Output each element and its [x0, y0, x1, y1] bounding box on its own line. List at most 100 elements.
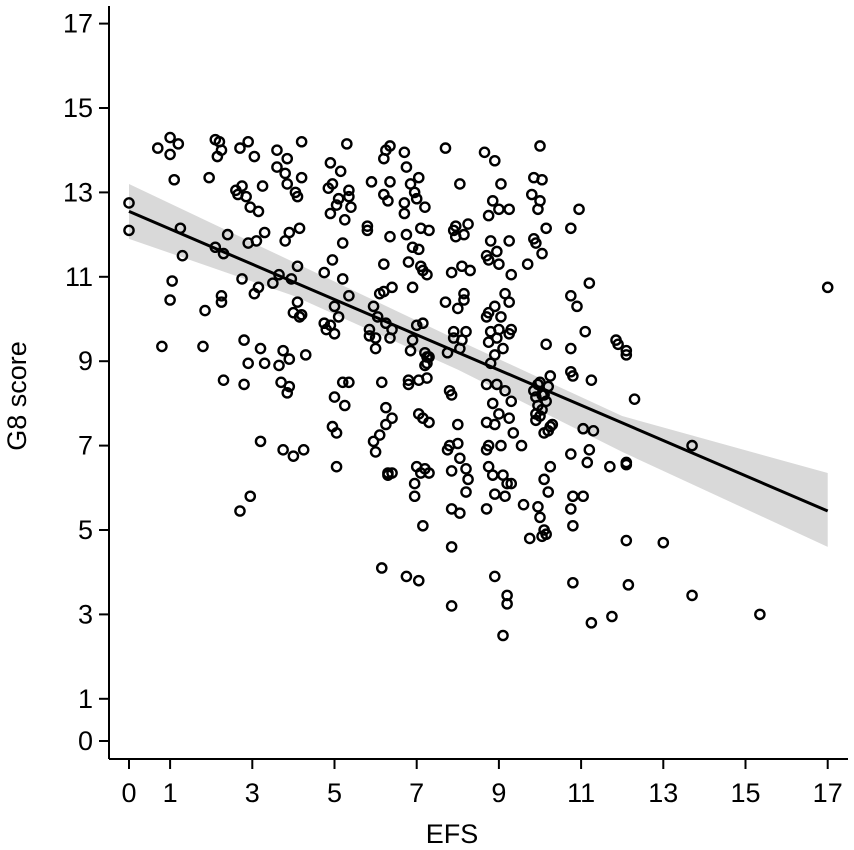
- data-point: [299, 349, 312, 361]
- data-point: [258, 357, 271, 370]
- data-point: [402, 378, 415, 391]
- data-point: [484, 235, 497, 247]
- data-point: [197, 340, 209, 353]
- data-point: [123, 224, 135, 237]
- data-point: [240, 190, 252, 203]
- data-point: [328, 327, 341, 340]
- data-point: [248, 150, 261, 163]
- data-point: [447, 325, 460, 338]
- x-tick-label: 15: [730, 778, 760, 808]
- data-point: [336, 273, 349, 285]
- data-point: [271, 161, 283, 173]
- data-point: [384, 230, 396, 243]
- data-point: [336, 237, 349, 249]
- data-point: [254, 342, 267, 355]
- data-point: [151, 142, 164, 154]
- data-point: [497, 342, 509, 355]
- data-point: [573, 203, 585, 216]
- data-point: [423, 224, 435, 237]
- data-point: [497, 629, 509, 642]
- data-point: [398, 197, 411, 209]
- data-point: [493, 203, 505, 216]
- data-point: [236, 273, 248, 285]
- data-point: [363, 323, 376, 336]
- data-point: [234, 142, 246, 154]
- data-point: [386, 467, 398, 479]
- data-point: [404, 344, 417, 357]
- data-point: [332, 192, 345, 205]
- data-point: [534, 410, 546, 422]
- data-point: [406, 241, 419, 254]
- data-point: [369, 342, 382, 355]
- data-point: [254, 435, 267, 448]
- data-point: [361, 224, 374, 237]
- x-tick-label: 13: [648, 778, 678, 808]
- data-point: [439, 296, 452, 308]
- data-point: [343, 376, 355, 389]
- data-point: [532, 500, 544, 513]
- data-point: [571, 300, 583, 313]
- data-point: [156, 340, 168, 353]
- data-point: [328, 300, 341, 313]
- data-point: [408, 477, 421, 490]
- data-point: [585, 617, 598, 629]
- data-point: [400, 228, 413, 241]
- data-point: [495, 439, 507, 452]
- data-point: [326, 254, 339, 266]
- data-point: [293, 311, 306, 323]
- data-point: [328, 391, 341, 403]
- data-point: [267, 277, 279, 289]
- data-point: [238, 378, 250, 391]
- data-point: [417, 317, 429, 330]
- data-point: [236, 180, 248, 192]
- data-point: [460, 325, 472, 338]
- data-point: [361, 220, 374, 232]
- data-point: [620, 534, 633, 547]
- data-point: [445, 600, 458, 612]
- y-tick-label: 9: [78, 346, 93, 376]
- data-point: [215, 296, 228, 308]
- data-point: [375, 562, 388, 574]
- data-point: [458, 294, 470, 306]
- x-axis-title: EFS: [426, 819, 479, 849]
- ci-band-layer: [129, 183, 828, 547]
- data-point: [215, 289, 228, 302]
- data-point: [486, 469, 499, 481]
- data-point: [604, 460, 616, 473]
- data-point: [503, 296, 515, 308]
- data-point: [620, 458, 633, 471]
- data-point: [488, 570, 501, 583]
- data-point: [234, 505, 246, 517]
- data-point: [534, 140, 546, 152]
- data-point: [462, 473, 474, 486]
- data-point: [585, 374, 598, 386]
- data-point: [291, 296, 304, 308]
- data-point: [495, 311, 507, 323]
- data-point: [544, 420, 557, 433]
- data-point: [281, 152, 294, 165]
- y-tick-label: 15: [63, 93, 93, 123]
- data-point: [423, 416, 435, 429]
- data-point: [330, 199, 343, 211]
- data-point: [488, 154, 501, 167]
- data-point: [488, 418, 501, 431]
- data-point: [439, 142, 452, 154]
- data-point: [480, 503, 493, 515]
- data-point: [451, 437, 464, 450]
- data-point: [501, 589, 513, 602]
- data-point: [273, 359, 285, 372]
- data-point: [281, 178, 294, 190]
- data-point: [821, 281, 834, 294]
- data-point: [542, 486, 555, 498]
- data-point: [577, 422, 589, 435]
- x-ticks: 0 1 3 5 7 9 11 13 15 17: [121, 759, 843, 808]
- data-point: [378, 258, 390, 270]
- data-point: [565, 222, 577, 235]
- data-point: [258, 226, 271, 239]
- data-point: [402, 256, 415, 268]
- points-layer: [123, 131, 834, 642]
- data-point: [486, 195, 499, 207]
- data-point: [606, 610, 618, 623]
